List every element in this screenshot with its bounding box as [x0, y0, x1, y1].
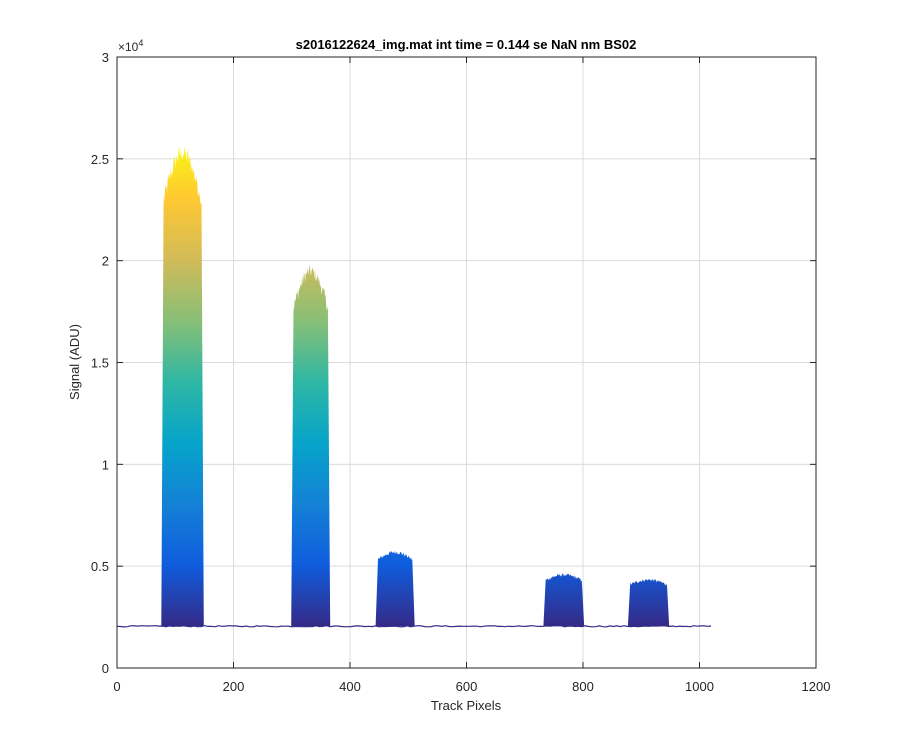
peak-area-3	[375, 550, 415, 627]
baseline-trace	[117, 624, 712, 628]
x-tick-label: 200	[223, 679, 245, 694]
peak-area-4	[543, 573, 585, 627]
peak-area-1	[161, 145, 204, 627]
y-tick-label: 1	[102, 457, 109, 472]
y-tick-label: 2.5	[91, 152, 109, 167]
data-layer	[117, 145, 712, 628]
x-tick-label: 1000	[685, 679, 714, 694]
y-axis-label: Signal (ADU)	[67, 324, 82, 400]
x-tick-label: 400	[339, 679, 361, 694]
y-tick-label: 2	[102, 254, 109, 269]
ticks: 0 200 400 600 800 1000 1200 0 0.5 1 1.5 2 2.5 3	[91, 50, 831, 694]
y-tick-label: 3	[102, 50, 109, 65]
chart-title: s2016122624_img.mat int time = 0.144 se …	[296, 37, 637, 52]
y-exponent-power: 4	[138, 38, 143, 48]
x-tick-label: 1200	[802, 679, 831, 694]
y-tick-label: 0.5	[91, 559, 109, 574]
y-exponent-label: ×104	[118, 38, 143, 54]
y-tick-label: 1.5	[91, 356, 109, 371]
y-exponent-base: ×10	[118, 40, 139, 54]
x-tick-label: 0	[113, 679, 120, 694]
peak-area-2	[291, 264, 331, 627]
x-axis-label: Track Pixels	[431, 698, 502, 713]
grid	[117, 57, 816, 668]
peak-area-5	[627, 578, 670, 627]
y-tick-label: 0	[102, 661, 109, 676]
x-tick-label: 600	[456, 679, 478, 694]
x-tick-label: 800	[572, 679, 594, 694]
